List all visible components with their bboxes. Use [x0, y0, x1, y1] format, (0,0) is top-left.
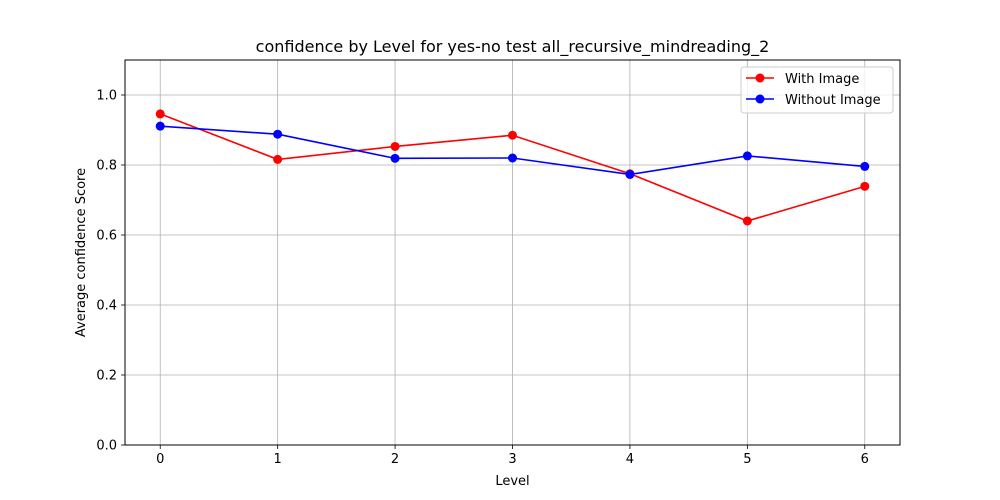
data-point-with-image	[273, 154, 283, 164]
x-tick-label: 2	[391, 452, 399, 467]
data-point-without-image	[155, 121, 165, 131]
x-tick-label: 5	[743, 452, 751, 467]
x-tick-label: 6	[861, 452, 869, 467]
data-point-without-image	[508, 153, 517, 163]
y-axis-label: Average confidence Score	[74, 168, 89, 337]
y-tick-label: 0.4	[96, 299, 117, 314]
x-tick-label: 0	[156, 452, 164, 467]
y-tick-label: 1.0	[96, 89, 117, 104]
x-tick-label: 1	[274, 452, 282, 467]
y-tick-label: 0.0	[96, 439, 117, 454]
legend-label-without-image: Without Image	[785, 93, 881, 108]
legend-label-with-image: With Image	[785, 72, 859, 87]
y-tick-label: 0.2	[96, 369, 117, 384]
data-point-without-image	[273, 129, 283, 139]
data-point-without-image	[860, 161, 870, 171]
x-axis-label: Level	[495, 474, 529, 489]
data-point-with-image	[860, 181, 870, 191]
y-tick-label: 0.8	[96, 159, 117, 174]
y-axis-ticks: 0.0 0.2 0.4 0.6 0.8 1.0	[96, 89, 125, 454]
series-layer	[155, 109, 870, 226]
x-tick-label: 4	[626, 452, 634, 467]
legend-marker-with-image	[755, 73, 765, 83]
legend-marker-without-image	[755, 94, 765, 104]
data-point-with-image	[508, 130, 517, 140]
x-tick-label: 3	[508, 452, 516, 467]
y-tick-label: 0.6	[96, 229, 117, 244]
data-point-with-image	[390, 141, 400, 151]
legend: With Image Without Image	[740, 66, 894, 114]
data-point-without-image	[625, 169, 635, 179]
legend-box	[740, 66, 894, 114]
chart-title: confidence by Level for yes-no test all_…	[256, 37, 770, 57]
x-axis-ticks: 0 1 2 3 4 5 6	[156, 445, 869, 467]
data-point-with-image	[742, 216, 752, 226]
data-point-without-image	[742, 151, 752, 161]
data-point-with-image	[155, 109, 165, 119]
data-point-without-image	[390, 153, 400, 163]
